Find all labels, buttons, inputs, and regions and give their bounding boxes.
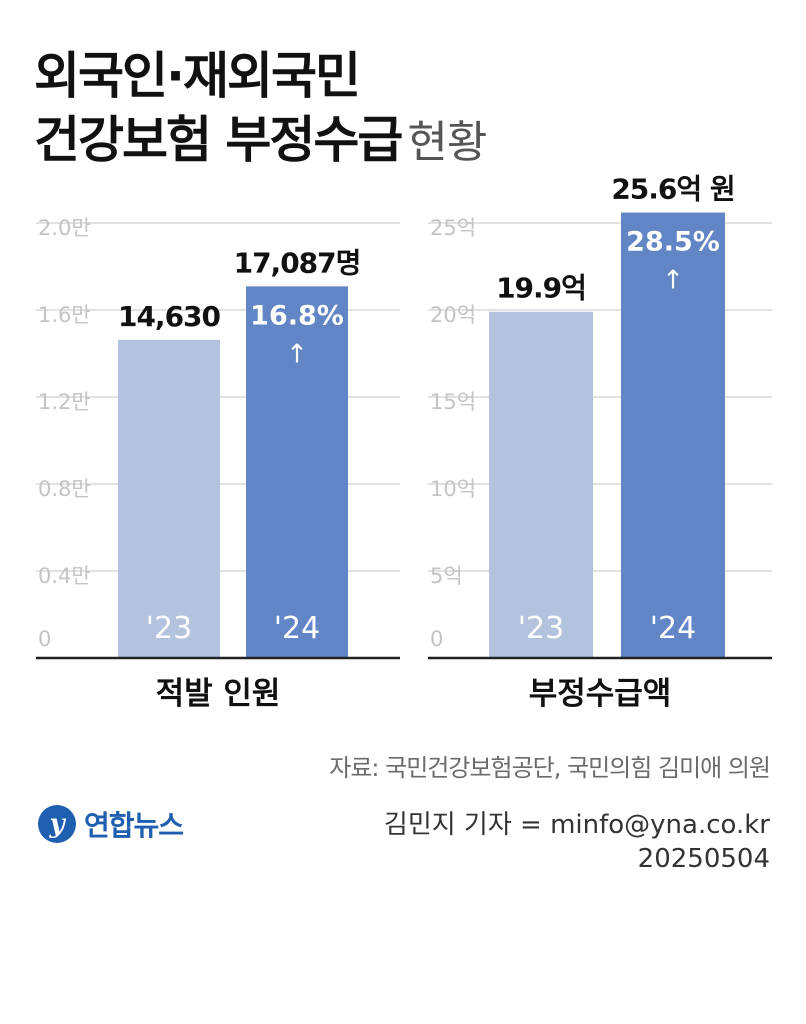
bar-value-label: 25.6억 원 — [611, 173, 734, 206]
publish-date: 20250504 — [637, 844, 770, 874]
up-arrow-icon: ↑ — [286, 339, 308, 369]
y-tick-label: 0.4만 — [38, 564, 91, 588]
y-tick-label: 25억 — [430, 216, 476, 240]
bar — [118, 339, 220, 658]
title-line-2: 건강보험 부정수급 — [34, 111, 403, 169]
y-tick-label: 0.8만 — [38, 477, 91, 501]
bar — [246, 286, 348, 658]
title-line-2-sub: 현황 — [407, 117, 487, 168]
bar-year-label: '23 — [146, 611, 192, 646]
chart-caption: 부정수급액 — [529, 676, 672, 712]
bar-year-label: '24 — [274, 611, 320, 646]
bar-value-label: 19.9억 — [496, 272, 586, 305]
bar — [621, 212, 725, 658]
credit-block: 김민지 기자 = minfo@yna.co.kr 20250504 — [384, 808, 770, 876]
change-percent-label: 28.5% — [626, 227, 720, 258]
y-tick-label: 0 — [38, 627, 51, 651]
bar-charts: 0 0.4만 0.8만 1.2만 1.6만 2.0만 '23 14,630 '24 17,087명… — [36, 173, 772, 712]
title-line-1: 외국인·재외국민 — [34, 47, 361, 105]
source-note: 자료: 국민건강보험공단, 국민의힘 김미애 의원 — [329, 754, 771, 782]
y-tick-label: 1.6만 — [38, 303, 91, 327]
bar-year-label: '24 — [650, 611, 696, 646]
bar-value-label: 17,087명 — [234, 246, 361, 279]
up-arrow-icon: ↑ — [662, 266, 684, 296]
yonhap-logo-text: 연합뉴스 — [84, 809, 184, 842]
chart-caption: 적발 인원 — [156, 676, 281, 712]
bar — [489, 311, 593, 658]
y-tick-label: 10억 — [430, 477, 476, 501]
y-tick-label: 0 — [430, 627, 443, 651]
y-tick-label: 5억 — [430, 564, 463, 588]
yonhap-logo-icon: y — [38, 805, 76, 843]
change-percent-label: 16.8% — [250, 300, 344, 331]
y-tick-label: 1.2만 — [38, 390, 91, 414]
yonhap-logo: y 연합뉴스 — [38, 804, 184, 844]
y-tick-label: 2.0만 — [38, 216, 91, 240]
y-tick-label: 20억 — [430, 303, 476, 327]
bar-year-label: '23 — [518, 611, 564, 646]
reporter-credit: 김민지 기자 = minfo@yna.co.kr — [383, 810, 770, 840]
chart-title: 외국인·재외국민 건강보험 부정수급 현황 — [34, 44, 487, 175]
y-tick-label: 15억 — [430, 390, 476, 414]
bar-value-label: 14,630 — [118, 300, 221, 333]
